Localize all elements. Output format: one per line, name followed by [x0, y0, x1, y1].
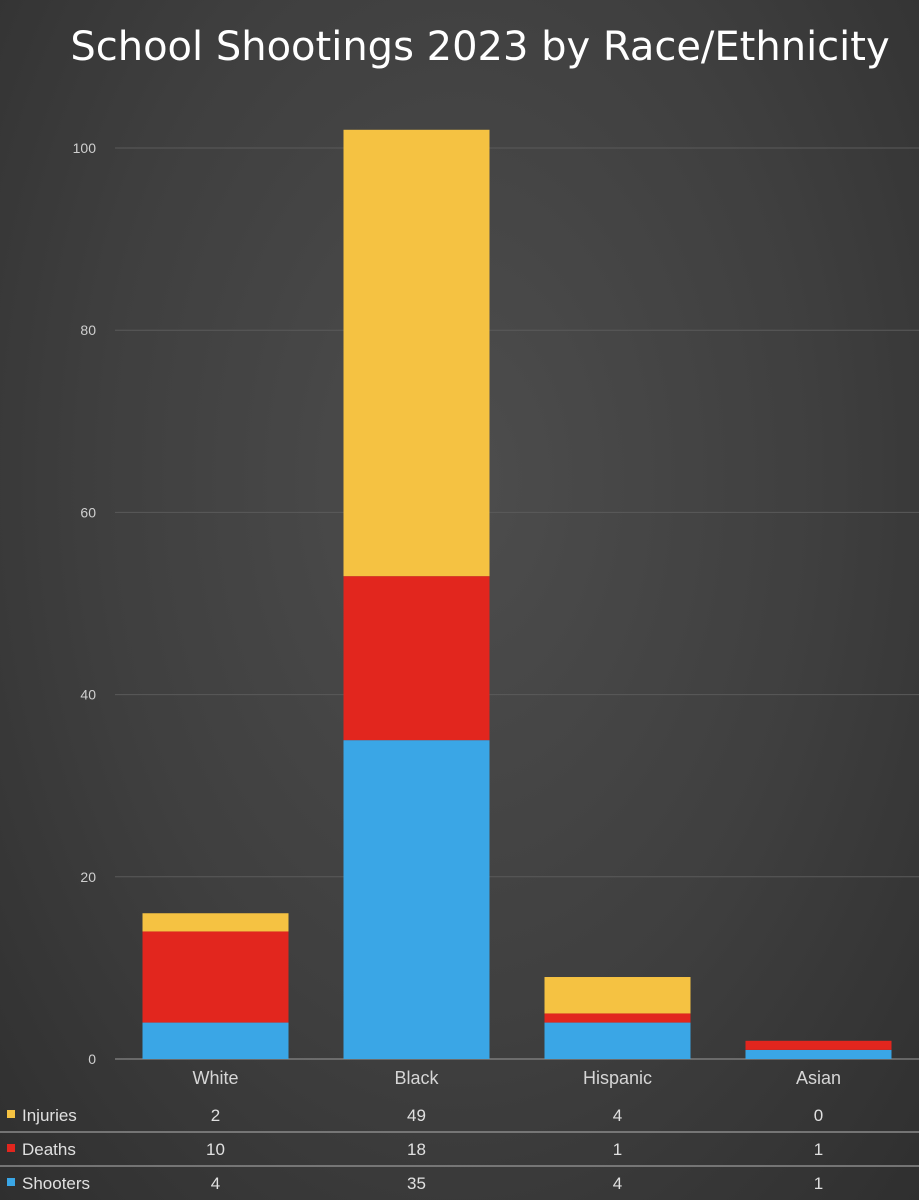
legend-swatch-deaths: [7, 1144, 15, 1152]
table-cell: 4: [613, 1174, 622, 1193]
legend-label: Shooters: [22, 1174, 90, 1193]
table-cell: 4: [211, 1174, 220, 1193]
data-table: Injuries 2 49 4 0 Deaths 10 18 1 1 Shooters 4 35 4 1: [0, 1106, 919, 1193]
table-cell: 1: [613, 1140, 622, 1159]
bar-segment-injuries-black: [343, 129, 490, 577]
chart-title: School Shootings 2023 by Race/Ethnicity: [70, 24, 889, 70]
x-category-label: Hispanic: [583, 1068, 652, 1088]
bar-segment-shooters-black: [343, 740, 490, 1059]
x-axis-category-labels: White Black Hispanic Asian: [192, 1068, 841, 1088]
bar-segment-deaths-black: [343, 576, 490, 741]
y-axis-tick-labels: 0 20 40 60 80 100: [73, 140, 97, 1067]
bar-segment-shooters-asian: [745, 1049, 892, 1059]
table-cell: 10: [206, 1140, 225, 1159]
table-cell: 0: [814, 1106, 823, 1125]
table-cell: 2: [211, 1106, 220, 1125]
table-cell: 1: [814, 1140, 823, 1159]
x-category-label: White: [192, 1068, 238, 1088]
bar-segment-deaths-hispanic: [544, 1013, 691, 1023]
bar-segment-injuries-hispanic: [544, 977, 691, 1014]
bars: [142, 129, 892, 1059]
y-tick-label: 60: [80, 504, 96, 520]
legend-swatch-shooters: [7, 1178, 15, 1186]
x-category-label: Asian: [796, 1068, 841, 1088]
y-tick-label: 40: [80, 687, 96, 703]
bar-segment-shooters-hispanic: [544, 1022, 691, 1059]
y-tick-label: 20: [80, 869, 96, 885]
bar-segment-shooters-white: [142, 1022, 289, 1059]
table-cell: 35: [407, 1174, 426, 1193]
y-tick-label: 80: [80, 322, 96, 338]
x-category-label: Black: [394, 1068, 439, 1088]
table-cell: 49: [407, 1106, 426, 1125]
legend-label: Deaths: [22, 1140, 76, 1159]
legend-label: Injuries: [22, 1106, 77, 1125]
y-tick-label: 0: [88, 1051, 96, 1067]
bar-segment-injuries-white: [142, 913, 289, 932]
y-tick-label: 100: [73, 140, 97, 156]
bar-segment-deaths-white: [142, 931, 289, 1023]
table-cell: 4: [613, 1106, 622, 1125]
table-cell: 1: [814, 1174, 823, 1193]
bar-segment-deaths-asian: [745, 1040, 892, 1050]
legend-swatch-injuries: [7, 1110, 15, 1118]
table-cell: 18: [407, 1140, 426, 1159]
